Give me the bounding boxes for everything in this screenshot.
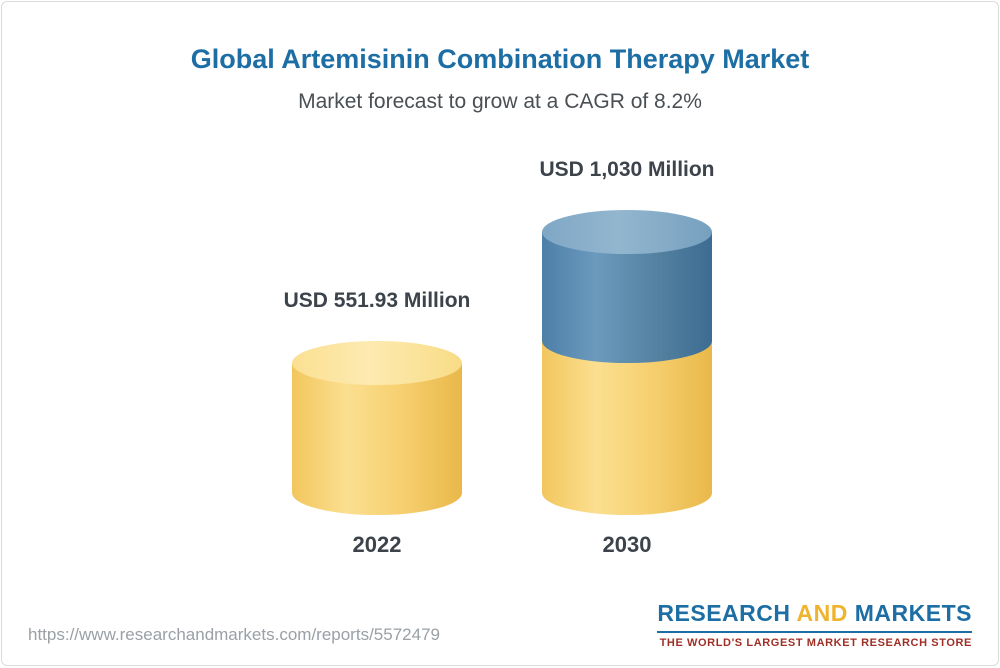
source-url-link[interactable]: https://www.researchandmarkets.com/repor…: [28, 625, 440, 644]
chart-subtitle: Market forecast to grow at a CAGR of 8.2…: [298, 90, 702, 113]
cylinder-bar-2030: [542, 210, 712, 515]
logo-word-markets: MARKETS: [854, 600, 972, 626]
axis-label-2030: 2030: [602, 532, 652, 557]
cylinder-2030-growth-segment: [542, 210, 712, 363]
cylinder-2030-growth-top: [542, 210, 712, 254]
cylinder-bar-2022: [292, 341, 462, 515]
page-title: Global Artemisinin Combination Therapy M…: [190, 44, 810, 74]
value-label-2022: USD 551.93 Million: [283, 289, 471, 312]
research-and-markets-logo: RESEARCH AND MARKETS THE WORLD'S LARGEST…: [657, 600, 972, 649]
axis-label-2022: 2022: [352, 532, 402, 557]
value-label-2030: USD 1,030 Million: [539, 158, 715, 181]
cylinder-2030-base-bottom: [542, 471, 712, 515]
cylinder-2022-bottom: [292, 471, 462, 515]
cylinder-2030-growth-junction: [542, 319, 712, 363]
logo-wordmark: RESEARCH AND MARKETS: [657, 600, 972, 627]
logo-word-and: AND: [796, 600, 848, 626]
logo-word-research: RESEARCH: [657, 600, 791, 626]
logo-tagline: THE WORLD'S LARGEST MARKET RESEARCH STOR…: [657, 631, 972, 649]
cylinder-2022-top: [292, 341, 462, 385]
